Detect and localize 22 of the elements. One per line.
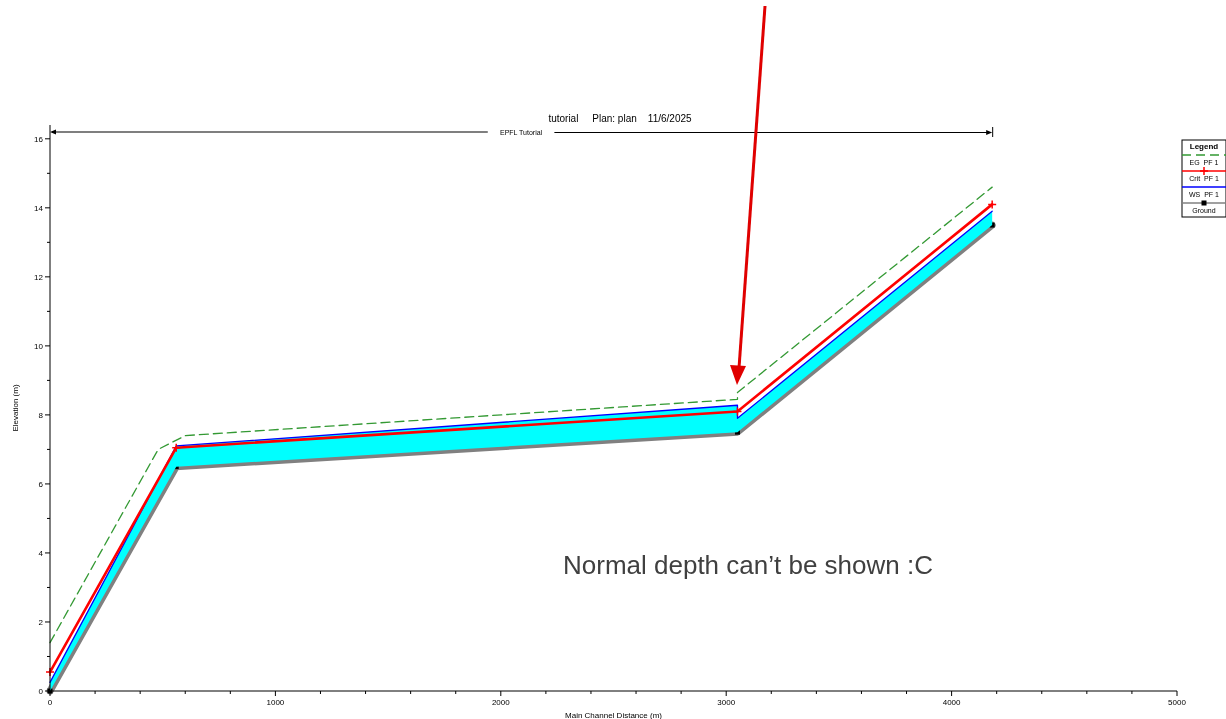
chart-title: tutorial Plan: plan 11/6/2025 xyxy=(548,113,693,124)
x-tick-label: 0 xyxy=(47,698,53,707)
y-axis-title: Elevation (m) xyxy=(11,384,20,432)
y-tick-label: 2 xyxy=(38,617,44,627)
y-tick-label: 14 xyxy=(34,203,44,213)
y-tick-label: 6 xyxy=(38,479,44,489)
y-tick-label: 0 xyxy=(38,687,44,696)
legend-title: Legend xyxy=(1189,142,1219,151)
x-tick-label: 2000 xyxy=(491,698,511,707)
x-tick-label: 3000 xyxy=(717,698,736,707)
y-tick-label: 4 xyxy=(38,548,44,558)
y-tick-label: 12 xyxy=(34,272,44,282)
y-tick-label: 16 xyxy=(34,134,44,144)
x-tick-label: 1000 xyxy=(266,698,285,707)
point xyxy=(987,199,997,210)
y-tick-label: 8 xyxy=(38,410,44,420)
x-tick-label: 5000 xyxy=(1168,698,1187,707)
annotation: Normal depth can’t be shown :C xyxy=(563,550,933,580)
point xyxy=(171,442,181,453)
x-axis-title: Main Channel Distance (m) xyxy=(565,711,663,719)
y-tick-label: 10 xyxy=(34,341,44,351)
x-tick-label: 4000 xyxy=(942,698,962,707)
